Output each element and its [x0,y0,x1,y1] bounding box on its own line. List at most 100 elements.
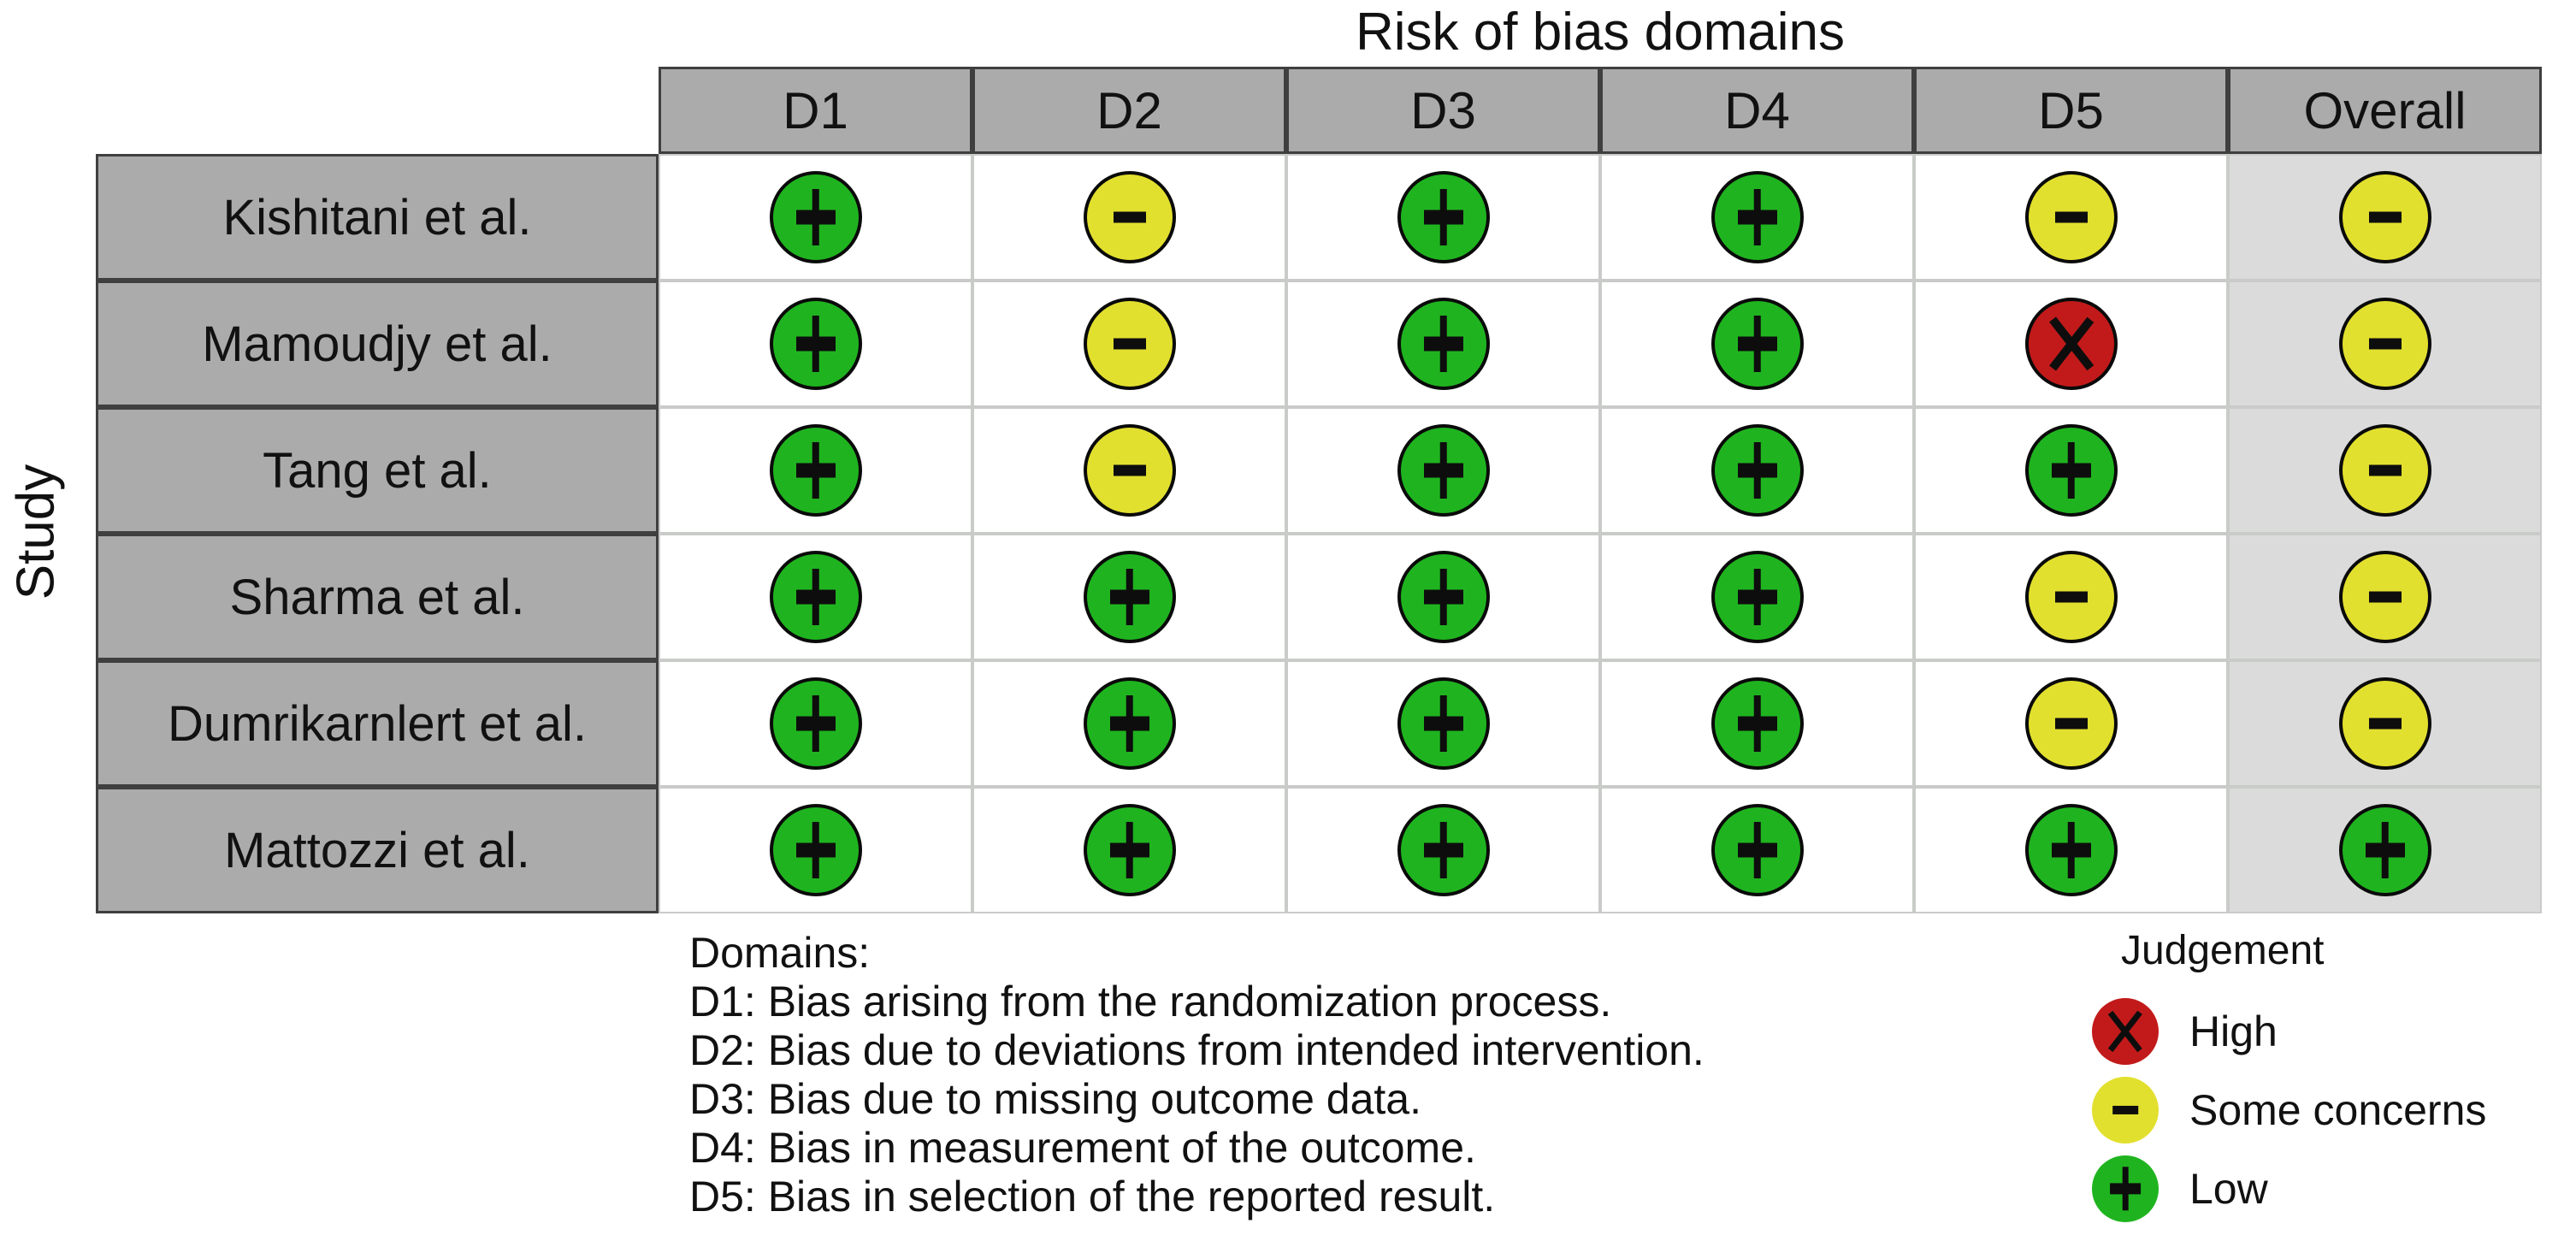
column-header-d5: D5 [1914,67,2228,154]
judgement-cell [1914,534,2228,660]
judgement-circle-low [1710,171,1804,263]
judgement-cell [1286,660,1600,787]
some-concerns-risk-icon [2092,1077,2159,1143]
judgement-cell [972,407,1286,534]
judgement-cell [972,154,1286,281]
high-risk-icon [2092,998,2159,1065]
judgement-circle-low [1710,551,1804,643]
study-label: Dumrikarnlert et al. [96,660,659,787]
judgement-circle-some-concerns [2338,424,2431,517]
judgement-cell [1286,787,1600,913]
column-header-d3: D3 [1286,67,1600,154]
judgement-circle-low [2024,804,2118,896]
domains-heading: Domains: [689,929,871,977]
judgement-circle-some-concerns [1083,171,1176,263]
column-header-d4: D4 [1600,67,1914,154]
judgement-circle-low [1397,804,1490,896]
judgement-cell [972,534,1286,660]
judgement-circle-high [2024,298,2118,390]
study-label: Mattozzi et al. [96,787,659,913]
judgement-cell [1600,787,1914,913]
judgement-cell [1600,154,1914,281]
judgement-cell [659,660,972,787]
judgement-cell [659,154,972,281]
legend-item-some-concerns: Some concerns [2092,1077,2486,1143]
domains-note: Domains: D1: Bias arising from the rando… [689,929,1705,1221]
low-risk-icon [2092,1155,2159,1222]
rob-table: D1 D2 D3 D4 D5 Overall Kishitani et al. Mamoudj… [96,67,2542,913]
judgement-cell [1914,660,2228,787]
judgement-cell [1600,534,1914,660]
judgement-circle-some-concerns [2024,171,2118,263]
judgement-circle-low [2338,804,2431,896]
judgement-circle-low [1397,551,1490,643]
domain-definition: D1: Bias arising from the randomization … [689,978,1612,1025]
judgement-circle-low [1083,677,1176,770]
figure-title: Risk of bias domains [1355,3,1846,62]
judgement-circle-some-concerns [2338,551,2431,643]
judgement-circle-low [1397,171,1490,263]
judgement-circle-low [1397,298,1490,390]
judgement-circle-low [769,171,862,263]
judgement-circle-low [1397,677,1490,770]
legend-title: Judgement [2121,928,2325,973]
judgement-circle-some-concerns [2338,298,2431,390]
judgement-cell [659,534,972,660]
judgement-circle-low [1083,551,1176,643]
judgement-circle-low [1710,424,1804,517]
judgement-cell [1914,154,2228,281]
judgement-legend: Judgement High Some concerns Low [2092,927,2486,1222]
judgement-circle-low [1710,804,1804,896]
judgement-cell [972,660,1286,787]
judgement-circle-some-concerns [2024,677,2118,770]
legend-label: Low [2189,1165,2268,1213]
judgement-circle-low [1710,677,1804,770]
judgement-cell [1600,281,1914,407]
judgement-circle-some-concerns [2338,677,2431,770]
domain-definitions: D1: Bias arising from the randomization … [689,978,1705,1221]
judgement-cell [2228,660,2542,787]
judgement-cell [1914,407,2228,534]
domain-definition: D5: Bias in selection of the reported re… [689,1173,1496,1220]
judgement-cell [1286,281,1600,407]
judgement-circle-low [769,551,862,643]
judgement-circle-low [1710,298,1804,390]
y-axis-label: Study [6,464,66,600]
judgement-cell [2228,407,2542,534]
judgement-cell [2228,281,2542,407]
judgement-cell [659,407,972,534]
judgement-cell [2228,534,2542,660]
judgement-circle-low [769,804,862,896]
judgement-cell [1600,407,1914,534]
legend-label: Some concerns [2189,1086,2487,1134]
column-header-d1: D1 [659,67,972,154]
judgement-cell [659,281,972,407]
judgement-circle-some-concerns [2338,171,2431,263]
corner-cell [96,67,659,154]
judgement-cell [972,787,1286,913]
judgement-circle-some-concerns [1083,298,1176,390]
domain-definition: D2: Bias due to deviations from intended… [689,1026,1705,1074]
judgement-circle-low [1083,804,1176,896]
judgement-circle-some-concerns [2024,551,2118,643]
legend-label: High [2189,1008,2278,1055]
judgement-circle-low [769,298,862,390]
study-label: Sharma et al. [96,534,659,660]
column-header-d2: D2 [972,67,1286,154]
column-header-overall: Overall [2228,67,2542,154]
study-label: Kishitani et al. [96,154,659,281]
judgement-cell [2228,154,2542,281]
judgement-circle-some-concerns [1083,424,1176,517]
judgement-cell [1914,281,2228,407]
study-label: Mamoudjy et al. [96,281,659,407]
legend-items: High Some concerns Low [2092,998,2486,1222]
judgement-cell [2228,787,2542,913]
judgement-cell [659,787,972,913]
judgement-cell [1600,660,1914,787]
judgement-cell [1286,407,1600,534]
domain-definition: D4: Bias in measurement of the outcome. [689,1124,1476,1172]
judgement-cell [1286,534,1600,660]
legend-item-high: High [2092,998,2486,1065]
judgement-circle-low [1397,424,1490,517]
